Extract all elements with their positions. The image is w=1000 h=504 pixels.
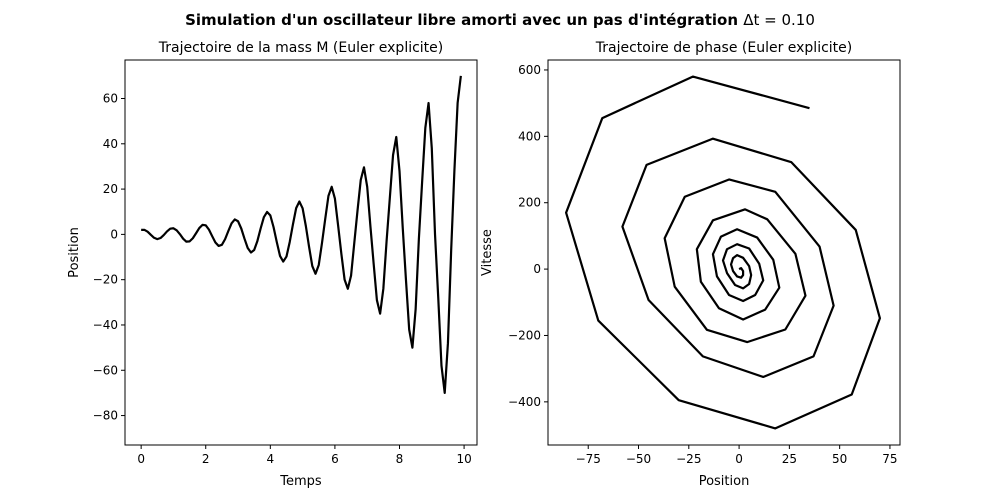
position-chart-xtick-label: 10 xyxy=(456,452,471,466)
phase-chart-xtick-label: 25 xyxy=(782,452,797,466)
phase-chart-ylabel: Vitesse xyxy=(480,229,495,276)
position-chart-xtick-label: 8 xyxy=(396,452,404,466)
position-chart-xtick-label: 6 xyxy=(331,452,339,466)
phase-chart-axes-frame xyxy=(547,59,901,446)
figure-suptitle: Simulation d'un oscillateur libre amorti… xyxy=(185,11,815,29)
position-chart-xlabel: Temps xyxy=(279,474,322,489)
position-chart-series-line xyxy=(141,75,462,395)
position-chart-axes-frame xyxy=(124,59,478,446)
position-chart-ytick-label: 60 xyxy=(103,92,118,106)
phase-chart-ytick-label: −400 xyxy=(508,395,541,409)
suptitle-text: Simulation d'un oscillateur libre amorti… xyxy=(185,11,743,29)
phase-chart-xtick-label: −50 xyxy=(626,452,651,466)
phase-chart-xtick-label: −75 xyxy=(576,452,601,466)
position-chart-ytick-label: 0 xyxy=(110,227,118,241)
position-chart-ytick-label: 40 xyxy=(103,137,118,151)
suptitle-math: Δt = 0.10 xyxy=(743,11,815,29)
position-chart-ylabel: Position xyxy=(67,227,82,278)
position-chart-ytick-label: 20 xyxy=(103,182,118,196)
phase-chart-xtick-label: 75 xyxy=(882,452,897,466)
phase-chart-xlabel: Position xyxy=(699,474,750,489)
phase-chart-ytick-label: 400 xyxy=(518,129,541,143)
position-chart-ytick-label: −80 xyxy=(93,409,118,423)
position-chart-xtick-label: 2 xyxy=(202,452,210,466)
phase-chart-xtick-label: −25 xyxy=(676,452,701,466)
phase-chart-title: Trajectoire de phase (Euler explicite) xyxy=(595,40,853,56)
phase-chart-ytick-label: 200 xyxy=(518,196,541,210)
position-vs-time-chart: Trajectoire de la mass M (Euler explicit… xyxy=(67,40,478,489)
position-chart-ytick-label: −20 xyxy=(93,273,118,287)
phase-chart-series-line xyxy=(565,75,881,430)
phase-chart-ytick-label: −200 xyxy=(508,328,541,342)
phase-chart-xtick-label: 50 xyxy=(832,452,847,466)
position-chart-xtick-label: 0 xyxy=(137,452,145,466)
position-chart-ytick-label: −60 xyxy=(93,363,118,377)
phase-portrait-chart: Trajectoire de phase (Euler explicite) −7… xyxy=(480,40,901,489)
phase-chart-xtick-label: 0 xyxy=(735,452,743,466)
position-chart-xtick-label: 4 xyxy=(267,452,275,466)
position-chart-ytick-label: −40 xyxy=(93,318,118,332)
position-chart-title: Trajectoire de la mass M (Euler explicit… xyxy=(158,40,444,56)
phase-chart-ytick-label: 0 xyxy=(533,262,541,276)
phase-chart-ytick-label: 600 xyxy=(518,63,541,77)
